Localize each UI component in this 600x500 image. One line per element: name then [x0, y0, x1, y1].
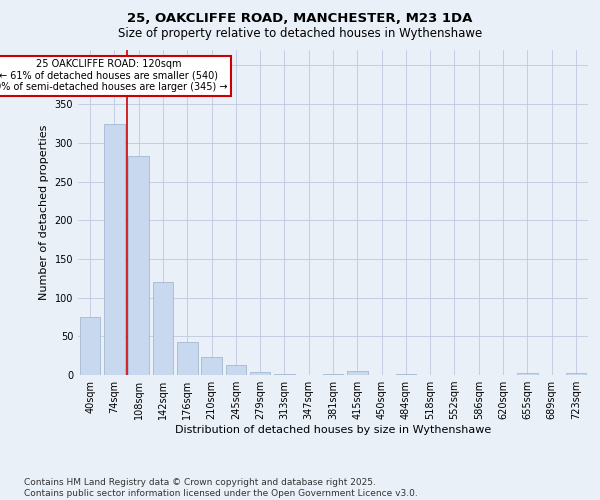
Bar: [274, 374, 295, 375]
Bar: [395, 374, 416, 375]
Bar: [517, 372, 538, 375]
X-axis label: Distribution of detached houses by size in Wythenshawe: Distribution of detached houses by size …: [175, 425, 491, 435]
Bar: [128, 156, 149, 375]
Bar: [152, 282, 173, 375]
Bar: [226, 365, 246, 375]
Bar: [201, 357, 222, 375]
Bar: [177, 342, 197, 375]
Bar: [347, 371, 368, 375]
Text: Contains HM Land Registry data © Crown copyright and database right 2025.
Contai: Contains HM Land Registry data © Crown c…: [24, 478, 418, 498]
Bar: [250, 372, 271, 375]
Bar: [323, 374, 343, 375]
Text: 25 OAKCLIFFE ROAD: 120sqm
← 61% of detached houses are smaller (540)
39% of semi: 25 OAKCLIFFE ROAD: 120sqm ← 61% of detac…: [0, 60, 227, 92]
Text: Size of property relative to detached houses in Wythenshawe: Size of property relative to detached ho…: [118, 28, 482, 40]
Bar: [104, 124, 125, 375]
Bar: [566, 374, 586, 375]
Text: 25, OAKCLIFFE ROAD, MANCHESTER, M23 1DA: 25, OAKCLIFFE ROAD, MANCHESTER, M23 1DA: [127, 12, 473, 26]
Bar: [80, 317, 100, 375]
Y-axis label: Number of detached properties: Number of detached properties: [39, 125, 49, 300]
